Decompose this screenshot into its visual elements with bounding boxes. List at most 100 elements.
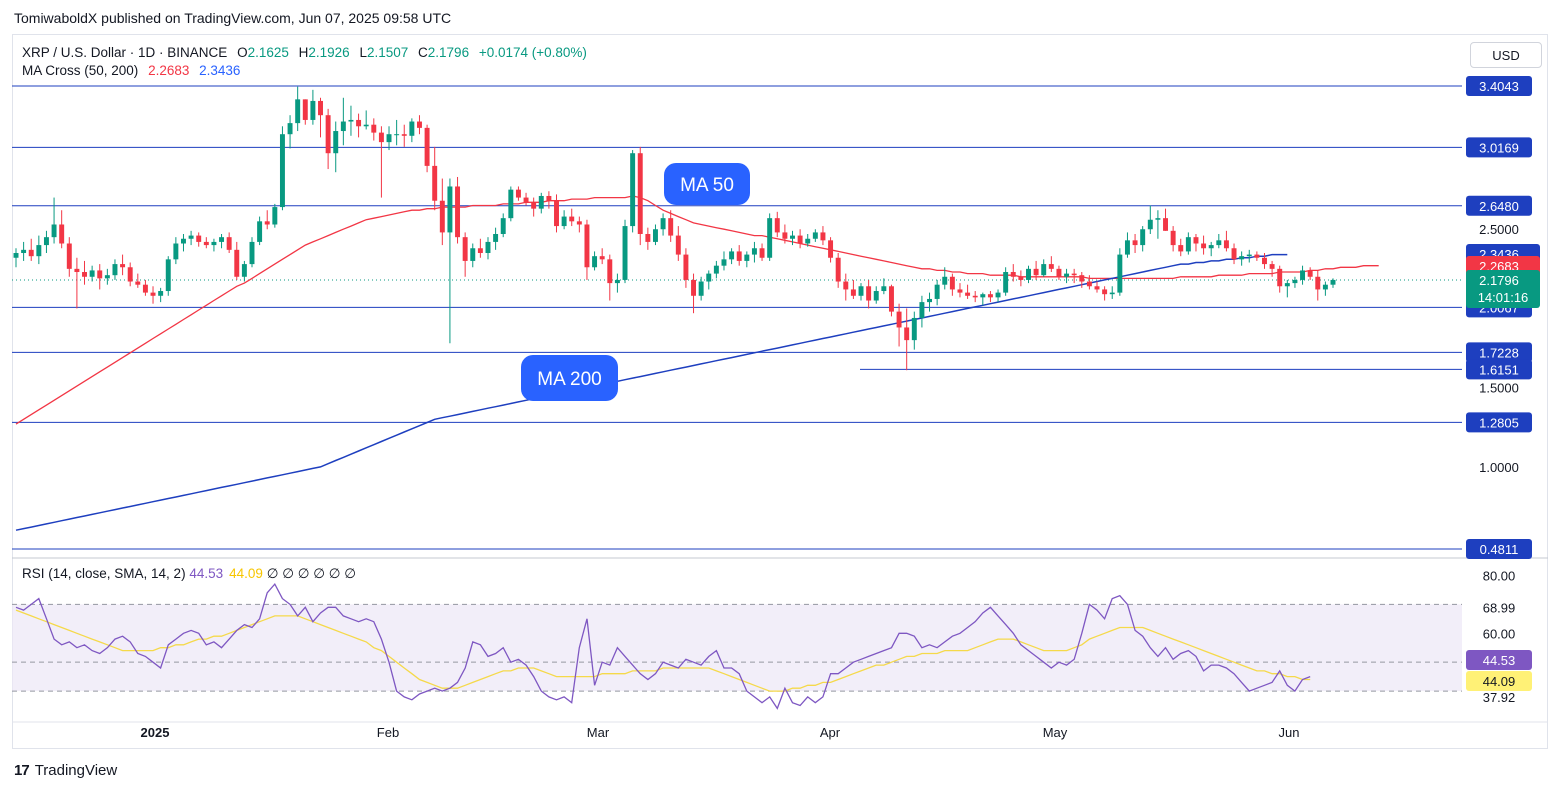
axis-badge-label-price: 2.1796: [1479, 273, 1519, 288]
candle-body-78: [607, 259, 613, 284]
candle-body-99: [767, 218, 773, 258]
high-value: 2.1926: [308, 45, 350, 60]
candle-body-18: [150, 292, 156, 296]
candle-body-150: [1155, 218, 1161, 220]
candle-body-146: [1124, 240, 1130, 255]
candle-body-56: [439, 200, 445, 233]
candle-body-101: [782, 232, 788, 239]
candle-body-43: [340, 121, 346, 132]
candle-body-127: [980, 294, 986, 298]
candle-body-16: [135, 281, 141, 285]
candle-body-119: [919, 302, 925, 318]
level-badge-0: [1466, 76, 1532, 96]
level-badge-1: [1466, 137, 1532, 158]
candle-body-140: [1079, 275, 1085, 282]
candle-body-51: [401, 134, 407, 136]
candle-body-142: [1094, 286, 1100, 290]
candle-body-64: [500, 218, 506, 234]
ma200-callout-label: MA 200: [537, 369, 601, 390]
level-label-4: 1.7228: [1479, 345, 1519, 360]
candle-body-98: [759, 248, 765, 258]
candle-body-135: [1041, 264, 1047, 276]
candle-body-164: [1262, 257, 1267, 265]
candle-body-19: [158, 291, 164, 296]
x-tick-2: Mar: [587, 725, 610, 740]
level-label-2: 2.6480: [1479, 199, 1519, 214]
candle-body-15: [127, 267, 133, 282]
rsi-badge-label-rsi_ma: 44.09: [1483, 674, 1516, 689]
candle-body-4: [43, 237, 49, 246]
candle-body-69: [538, 195, 544, 209]
level-label-1: 3.0169: [1479, 140, 1519, 155]
rsi-empty-values: ∅ ∅ ∅ ∅ ∅ ∅: [266, 566, 356, 581]
candle-body-156: [1201, 243, 1207, 249]
candle-body-109: [843, 281, 849, 290]
candle-body-68: [531, 202, 537, 209]
candle-body-83: [645, 233, 651, 242]
candle-body-22: [181, 238, 186, 244]
ma50-callout-label: MA 50: [680, 175, 734, 196]
candle-body-144: [1109, 292, 1115, 295]
rsi-band: [12, 604, 1462, 692]
x-tick-3: Apr: [820, 725, 841, 740]
candle-body-106: [820, 232, 826, 241]
candle-body-161: [1239, 256, 1245, 260]
low-label: L: [359, 45, 367, 60]
candle-body-105: [812, 232, 818, 239]
candle-body-97: [751, 248, 757, 255]
candle-body-134: [1033, 268, 1039, 276]
candle-body-47: [371, 124, 377, 133]
candle-body-74: [576, 221, 582, 225]
candle-body-117: [904, 327, 910, 341]
rsi-label[interactable]: RSI (14, close, SMA, 14, 2): [22, 566, 186, 581]
candle-body-145: [1117, 254, 1123, 293]
candle-body-151: [1163, 218, 1168, 231]
ma-cross-label[interactable]: MA Cross (50, 200): [22, 63, 139, 78]
level-badge-5: [1466, 359, 1532, 380]
candle-body-126: [972, 295, 978, 298]
candle-body-62: [485, 241, 491, 254]
candle-body-160: [1231, 248, 1237, 260]
open-label: O: [237, 45, 248, 60]
candle-body-152: [1170, 230, 1176, 246]
candle-body-30: [241, 264, 247, 277]
candle-body-1: [21, 249, 27, 254]
candle-body-84: [652, 229, 658, 242]
candle-body-37: [295, 99, 301, 124]
candle-body-55: [432, 165, 438, 201]
candle-body-141: [1086, 281, 1092, 287]
candle-body-89: [691, 279, 697, 296]
x-tick-4: May: [1043, 725, 1068, 740]
candle-body-169: [1300, 270, 1306, 280]
chart-frame: [12, 34, 1548, 749]
x-tick-1: Feb: [377, 725, 399, 740]
x-tick-0: 2025: [141, 725, 170, 740]
countdown-label: 14:01:16: [1478, 290, 1529, 305]
candle-body-38: [302, 99, 308, 120]
candle-body-61: [477, 248, 483, 254]
candle-body-40: [318, 100, 323, 116]
candle-body-28: [226, 237, 232, 250]
candle-body-173: [1330, 279, 1336, 285]
symbol-title[interactable]: XRP / U.S. Dollar · 1D · BINANCE: [22, 45, 228, 60]
candle-body-157: [1208, 245, 1214, 249]
ma50-callout: [664, 163, 750, 205]
x-tick-5: Jun: [1279, 725, 1300, 740]
candle-body-115: [888, 286, 894, 312]
candle-body-133: [1026, 268, 1031, 280]
candle-body-149: [1147, 219, 1153, 230]
candle-body-153: [1178, 245, 1184, 252]
candle-body-136: [1048, 264, 1054, 269]
level-label-7: 0.4811: [1480, 542, 1519, 557]
level-badge-2: [1466, 195, 1532, 216]
candle-body-159: [1223, 240, 1229, 249]
candle-body-75: [584, 224, 590, 268]
level-label-0: 3.4043: [1479, 79, 1519, 94]
candle-body-65: [508, 189, 514, 219]
candle-body-21: [173, 243, 179, 260]
currency-button[interactable]: USD: [1470, 42, 1542, 68]
candle-body-172: [1322, 284, 1328, 290]
footer-brand[interactable]: TradingView: [34, 762, 118, 779]
candle-body-85: [660, 218, 666, 230]
